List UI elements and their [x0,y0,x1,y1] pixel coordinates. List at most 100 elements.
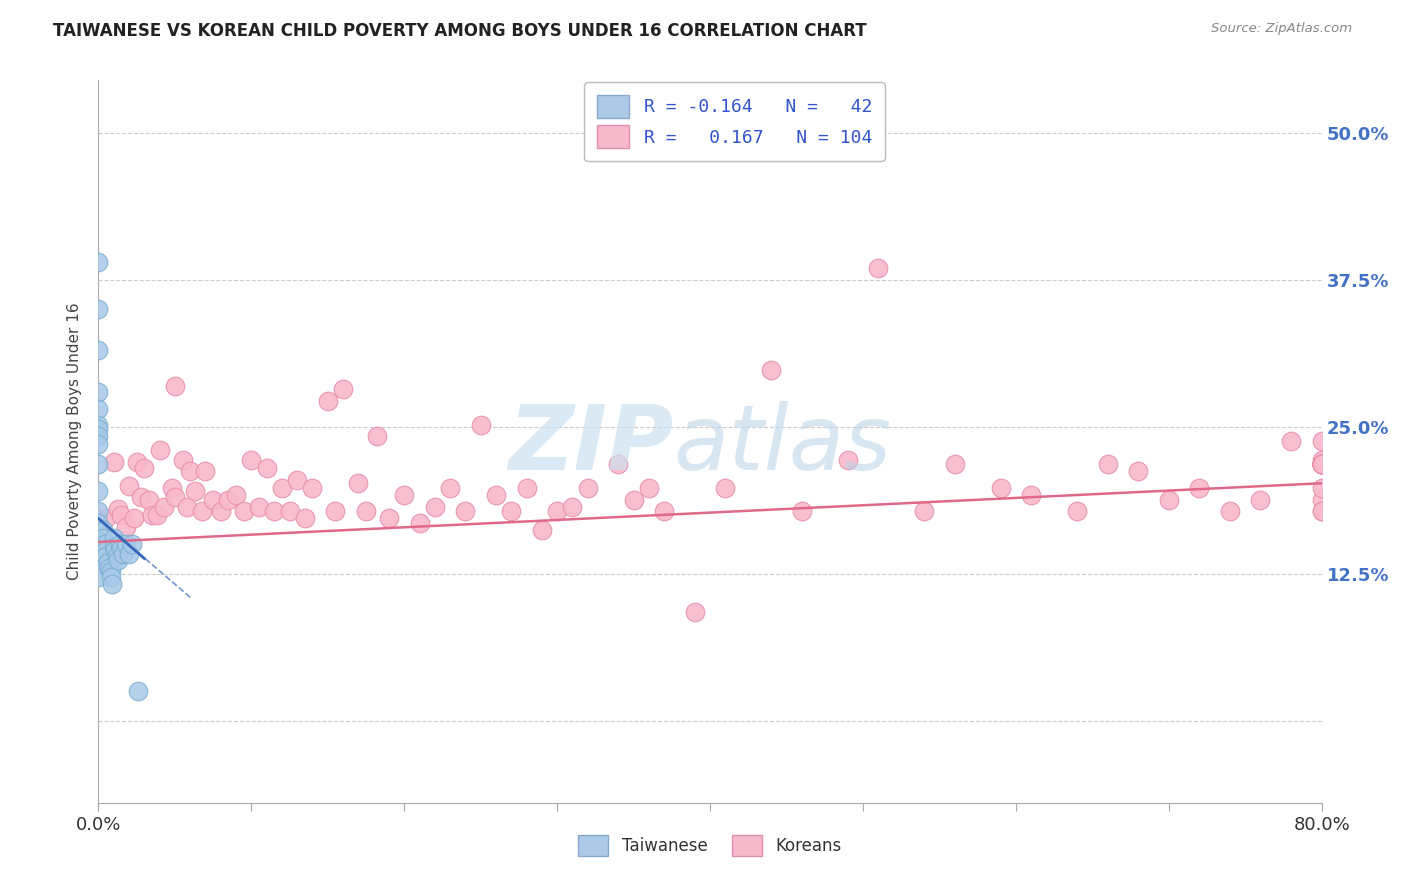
Point [87,532,110,546]
Point [107,502,129,516]
Point [1310,458,1333,472]
Point [1310,458,1333,472]
Point [98,561,121,575]
Point [759,363,782,377]
Point [247,500,270,514]
Point [516,481,538,495]
Point [325,504,347,518]
Point [87,484,110,499]
Point [87,417,110,432]
Point [561,500,583,514]
Point [87,343,110,358]
Point [607,458,630,472]
Point [256,461,278,475]
Point [576,481,599,495]
Point [285,473,308,487]
Point [1019,488,1042,502]
Point [1310,434,1333,448]
Point [209,504,232,518]
Point [163,491,186,505]
Point [87,504,110,518]
Point [176,500,198,514]
Point [1310,481,1333,495]
Point [316,394,339,409]
Point [87,422,110,436]
Point [1279,434,1302,448]
Point [546,504,568,518]
Point [93,537,115,551]
Point [122,511,145,525]
Point [87,402,110,417]
Point [100,565,122,579]
Point [683,606,706,620]
Point [87,516,110,531]
Point [1310,458,1333,472]
Point [87,523,110,537]
Point [1310,458,1333,472]
Point [153,500,176,514]
Point [194,465,217,479]
Point [912,504,935,518]
Point [1310,458,1333,472]
Point [217,492,239,507]
Point [110,508,132,522]
Point [107,552,129,566]
Point [163,378,186,392]
Point [87,302,110,317]
Point [470,417,492,432]
Point [125,455,148,469]
Point [172,452,194,467]
Point [103,532,125,546]
Point [485,488,508,502]
Point [115,519,138,533]
Point [87,558,110,572]
Point [87,458,110,472]
Point [1310,458,1333,472]
Point [118,547,141,561]
Point [87,543,110,558]
Point [87,537,110,551]
Legend: Taiwanese, Koreans: Taiwanese, Koreans [571,829,849,863]
Point [1310,458,1333,472]
Point [91,523,114,537]
Point [1310,492,1333,507]
Point [1310,458,1333,472]
Point [105,549,128,563]
Point [1219,504,1241,518]
Point [943,458,966,472]
Text: atlas: atlas [673,401,891,489]
Point [347,476,370,491]
Point [1310,504,1333,518]
Point [111,547,134,561]
Point [160,481,183,495]
Point [270,481,292,495]
Point [94,549,117,563]
Point [91,532,114,546]
Point [134,461,156,475]
Point [87,540,110,554]
Point [1097,458,1119,472]
Point [1310,458,1333,472]
Point [301,481,323,495]
Point [868,261,890,276]
Point [225,488,247,502]
Point [790,504,813,518]
Point [97,555,120,569]
Point [118,478,141,492]
Point [1310,458,1333,472]
Point [94,543,117,558]
Point [149,443,172,458]
Point [294,511,316,525]
Point [1157,492,1180,507]
Text: Source: ZipAtlas.com: Source: ZipAtlas.com [1212,22,1353,36]
Point [104,543,127,558]
Point [127,684,149,698]
Point [623,492,645,507]
Point [392,488,416,502]
Point [87,532,110,546]
Point [454,504,477,518]
Y-axis label: Child Poverty Among Boys Under 16: Child Poverty Among Boys Under 16 [67,302,83,581]
Point [87,384,110,399]
Point [232,504,254,518]
Point [263,504,285,518]
